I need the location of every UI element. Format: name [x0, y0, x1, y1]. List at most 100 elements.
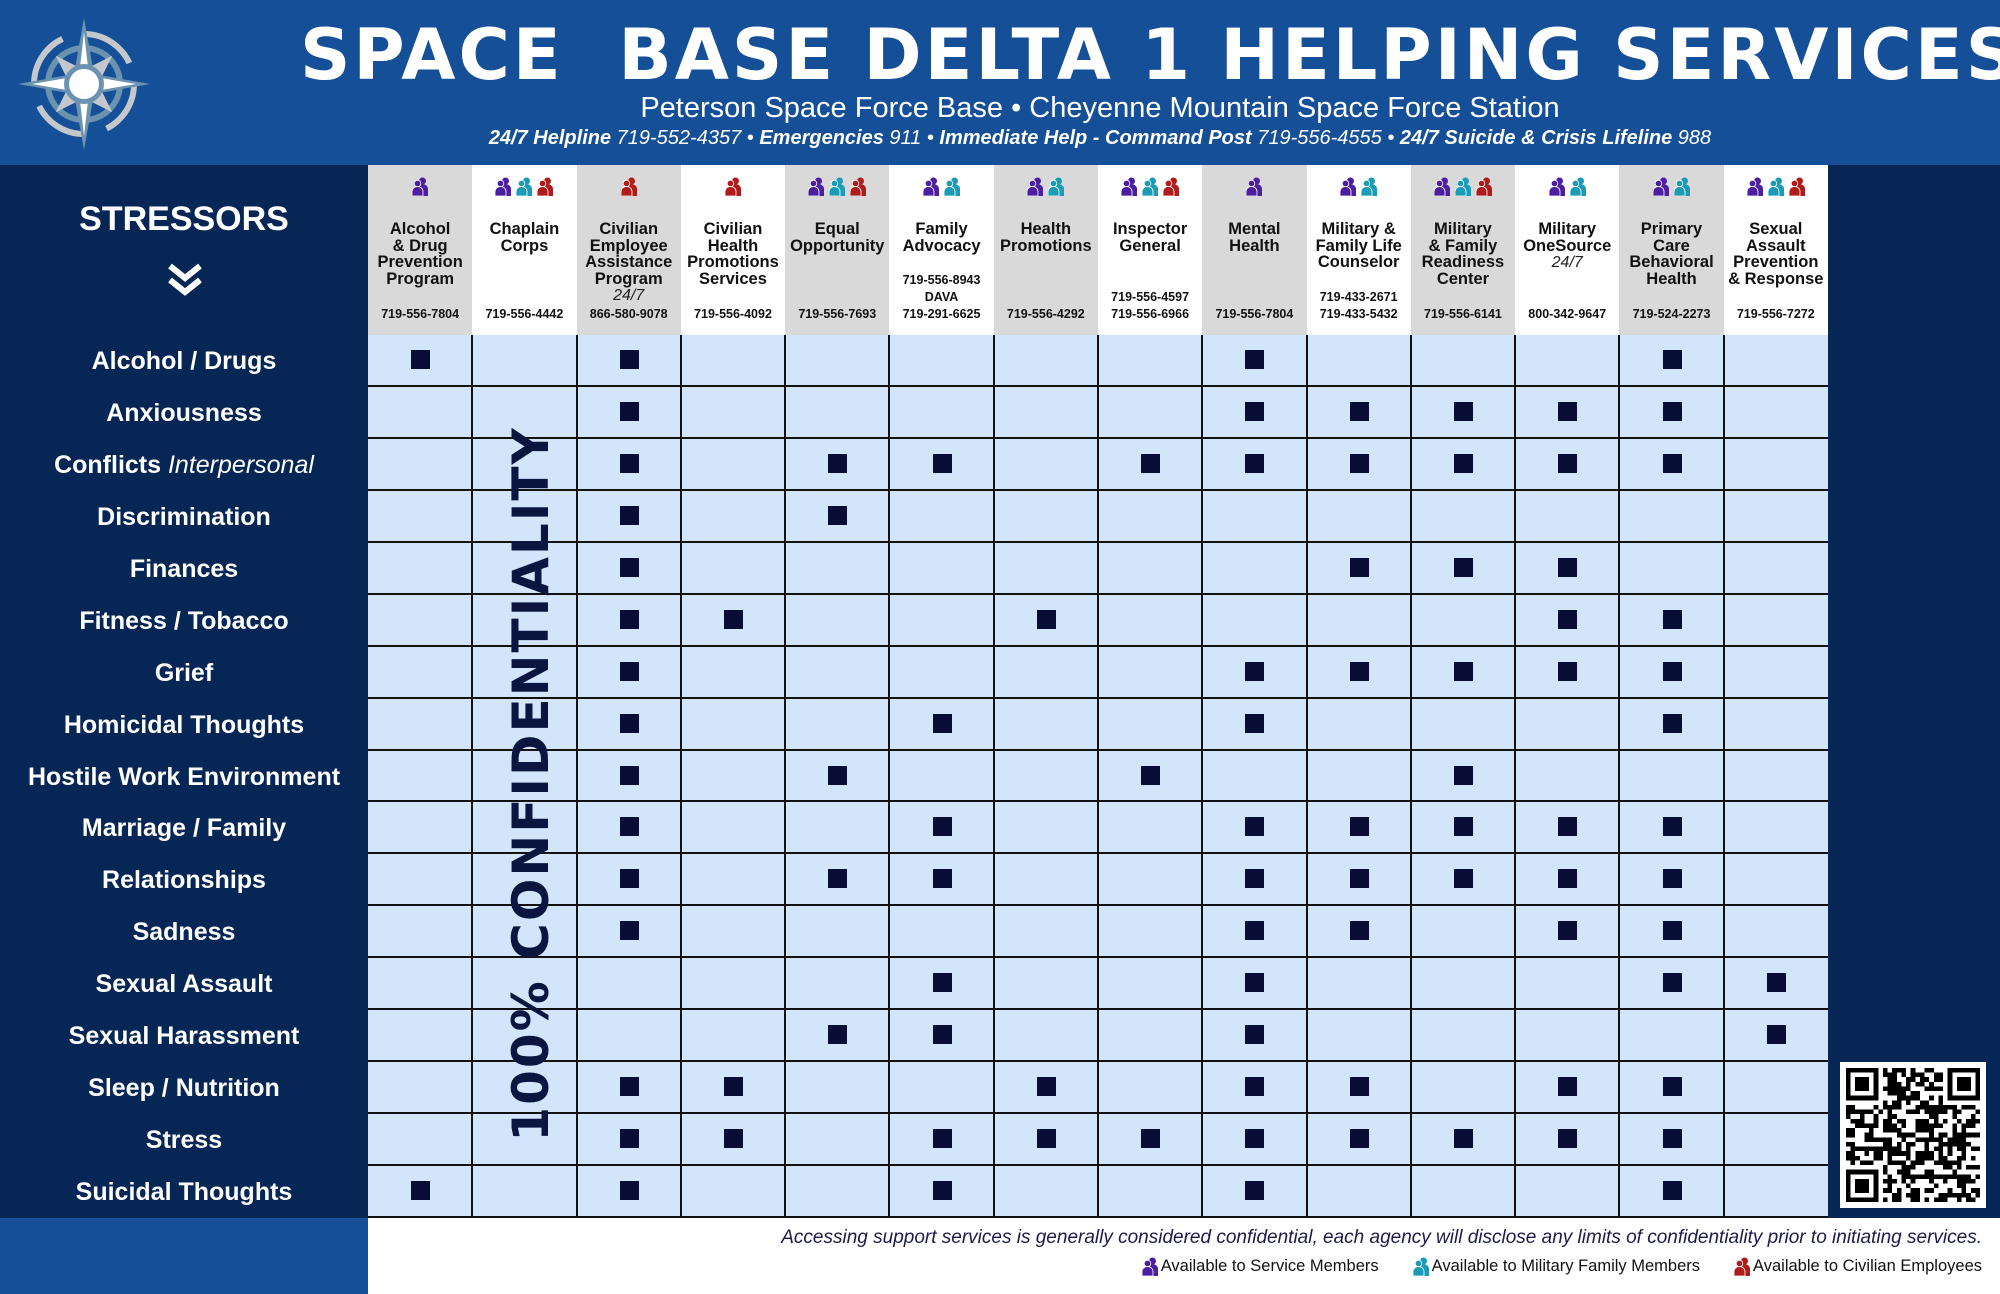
stressor-label: Sexual Assault [0, 958, 368, 1010]
service-member-icon [495, 177, 512, 196]
phone-number[interactable]: 866-580-9078 [589, 307, 668, 321]
service-name: Military & Family Readiness Center [1421, 220, 1505, 288]
service-phones: 866-580-9078 [590, 306, 668, 323]
header-banner: SPACE BASE DELTA 1 HELPING SERVICES Pete… [0, 0, 2000, 165]
phone-number[interactable]: 719-433-2671 [1319, 290, 1398, 304]
grid-row-line [368, 956, 1828, 959]
service-member-icon [1340, 177, 1357, 196]
grid-row-line [368, 904, 1828, 907]
service-available-mark [1662, 973, 1682, 993]
service-column-header: Chaplain Corps 719-556-4442 [472, 165, 577, 335]
service-available-mark [828, 453, 848, 473]
civilian-employee-icon [620, 177, 637, 196]
service-available-mark [1662, 921, 1682, 941]
stressor-label: Grief [0, 647, 368, 699]
service-name: Primary Care Behavioral Health [1629, 220, 1714, 288]
stressor-label: Fitness / Tobacco [0, 595, 368, 647]
civilian-employee-icon [537, 177, 554, 196]
helpline-label: 24/7 Suicide & Crisis Lifeline [1399, 127, 1673, 149]
service-available-mark [1558, 817, 1578, 837]
service-column-header: Military OneSource 24/7 800-342-9647 [1515, 165, 1620, 335]
qr-code[interactable] [1840, 1062, 1986, 1208]
service-name: Sexual Assault Prevention & Response [1728, 220, 1824, 288]
right-panel [1828, 165, 2000, 1218]
compass-logo-icon [18, 18, 150, 150]
availability-icons [1548, 177, 1586, 197]
service-available-mark [1454, 661, 1473, 681]
availability-icons [808, 177, 867, 197]
phone-number[interactable]: 719-556-6141 [1424, 307, 1502, 321]
stressor-name: Hostile Work Environment [27, 762, 341, 791]
service-available-mark [932, 713, 952, 733]
service-available-mark [1662, 1129, 1682, 1149]
stressor-name: Homicidal Thoughts [63, 710, 305, 739]
confidentiality-note: Accessing support services is generally … [781, 1227, 1982, 1248]
service-available-mark [1245, 869, 1265, 889]
phone-number[interactable]: 719-433-5432 [1319, 307, 1398, 321]
civilian-employee-icon [850, 177, 867, 196]
service-available-mark [1349, 921, 1369, 941]
grid-row-line [368, 1008, 1828, 1011]
phone-number[interactable]: 719-556-8943 [902, 273, 981, 287]
availability-icons [620, 177, 637, 197]
service-available-mark [1454, 401, 1473, 421]
sidebar-footer-block [0, 1218, 368, 1294]
helpline-number: 988 [1672, 127, 1712, 149]
phone-number[interactable]: 719-556-7804 [381, 307, 460, 321]
grid-row-line [368, 696, 1828, 699]
service-available-mark [1558, 401, 1578, 421]
phone-number[interactable]: 719-291-6625 [902, 307, 981, 321]
phone-number[interactable]: 719-556-7272 [1736, 307, 1815, 321]
service-available-mark [619, 1129, 639, 1149]
helpline-label: Emergencies [759, 127, 884, 149]
grid-row-line [368, 592, 1828, 595]
stressor-name: Discrimination [97, 502, 271, 531]
stressor-label: Alcohol / Drugs [0, 335, 368, 387]
stressor-name: Sexual Harassment [68, 1022, 300, 1051]
phone-number[interactable]: 719-524-2273 [1632, 307, 1711, 321]
availability-icons [412, 177, 429, 197]
phone-number[interactable]: 800-342-9647 [1528, 307, 1607, 321]
service-name: Inspector General [1112, 220, 1188, 255]
service-available-mark [1245, 817, 1265, 837]
service-available-mark [1141, 453, 1161, 473]
military-family-icon [1412, 1257, 1429, 1276]
phone-number[interactable]: 719-556-4442 [485, 307, 564, 321]
service-available-mark [1662, 661, 1682, 681]
service-available-mark [724, 609, 743, 629]
stressor-name: Relationships [102, 866, 266, 895]
stressor-name: Stress [145, 1126, 223, 1155]
service-available-mark [932, 973, 952, 993]
grid-row-line [368, 436, 1828, 439]
phone-number[interactable]: 719-556-7804 [1215, 307, 1294, 321]
phone-number[interactable]: 719-556-4292 [1006, 307, 1085, 321]
phone-number[interactable]: 719-556-4092 [694, 307, 772, 321]
availability-icons [1433, 177, 1492, 197]
service-name: Mental Health [1228, 220, 1281, 255]
subtitle: Peterson Space Force Base • Cheyenne Mou… [640, 92, 1560, 124]
stressor-name: Sleep / Nutrition [88, 1074, 280, 1103]
service-available-mark [932, 817, 952, 837]
service-column-header: Military & Family Life Counselor 719-433-… [1306, 165, 1411, 335]
service-available-mark [1662, 817, 1682, 837]
grid-column-line [888, 335, 891, 1218]
phone-number[interactable]: DAVA [924, 290, 959, 304]
phone-number[interactable]: 719-556-6966 [1111, 307, 1190, 321]
helpline-bar: 24/7 Helpline 719-552-4357 • Emergencies… [300, 127, 1900, 150]
stressor-label: Conflicts Interpersonal [0, 439, 368, 491]
grid-row-line [368, 488, 1828, 491]
grid-column-line [992, 335, 995, 1218]
helpline-number: 911 • [883, 127, 940, 149]
helpline-label: 24/7 Helpline [488, 127, 612, 149]
service-available-mark [1245, 1181, 1265, 1201]
availability-icons [1121, 177, 1180, 197]
phone-number[interactable]: 719-556-4597 [1111, 290, 1190, 304]
grid-row-line [368, 644, 1828, 647]
service-available-mark [1558, 869, 1578, 889]
stressor-name: Suicidal Thoughts [75, 1178, 293, 1207]
military-family-icon [1674, 177, 1691, 196]
grid-column-line [1722, 335, 1725, 1218]
phone-number[interactable]: 719-556-7693 [798, 307, 877, 321]
service-available-mark [932, 869, 952, 889]
service-available-mark [1245, 453, 1265, 473]
